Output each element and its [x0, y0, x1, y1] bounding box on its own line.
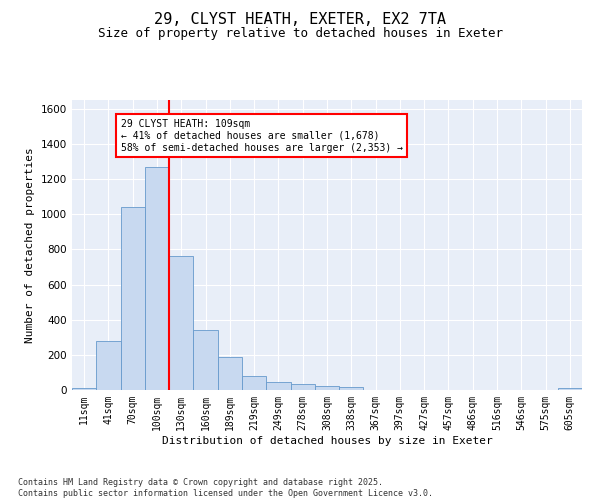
Bar: [290, 384, 315, 390]
Bar: [121, 207, 145, 390]
Bar: [218, 356, 242, 390]
Bar: [72, 388, 96, 390]
Text: 29, CLYST HEATH, EXETER, EX2 7TA: 29, CLYST HEATH, EXETER, EX2 7TA: [154, 12, 446, 28]
Bar: [558, 388, 582, 390]
Y-axis label: Number of detached properties: Number of detached properties: [25, 147, 35, 343]
Bar: [145, 167, 169, 390]
Bar: [339, 388, 364, 390]
Text: 29 CLYST HEATH: 109sqm
← 41% of detached houses are smaller (1,678)
58% of semi-: 29 CLYST HEATH: 109sqm ← 41% of detached…: [121, 120, 403, 152]
X-axis label: Distribution of detached houses by size in Exeter: Distribution of detached houses by size …: [161, 436, 493, 446]
Bar: [169, 256, 193, 390]
Bar: [315, 386, 339, 390]
Bar: [193, 330, 218, 390]
Bar: [266, 382, 290, 390]
Bar: [96, 341, 121, 390]
Text: Contains HM Land Registry data © Crown copyright and database right 2025.
Contai: Contains HM Land Registry data © Crown c…: [18, 478, 433, 498]
Bar: [242, 376, 266, 390]
Text: Size of property relative to detached houses in Exeter: Size of property relative to detached ho…: [97, 28, 503, 40]
